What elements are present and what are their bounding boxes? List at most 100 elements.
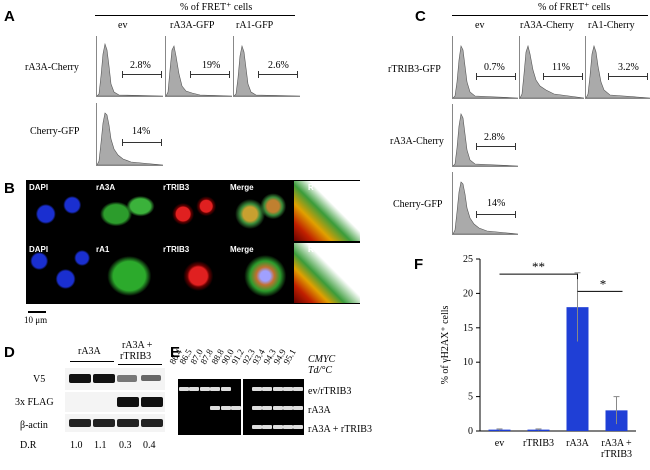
sig-label: * <box>600 276 607 291</box>
panel-c-gate-cherry-gfp <box>476 211 516 218</box>
panel-d-group-ra3a: rA3A <box>78 346 101 357</box>
y-axis-label: % of γH2AX⁺ cells <box>440 305 451 384</box>
panel-a-pct-ra1-gfp: 2.6% <box>268 60 289 71</box>
panel-e-gene: CMYC <box>308 354 336 365</box>
x-tick-label: rA3A <box>566 438 590 449</box>
blot-flag <box>65 392 165 412</box>
panel-a-header-line <box>95 15 295 16</box>
gel-band <box>272 406 283 410</box>
gel-band <box>220 406 231 410</box>
panel-c-col-ra1-cherry: rA1-Cherry <box>588 20 635 31</box>
panel-d-group2-line <box>118 364 162 365</box>
gel-band <box>251 387 262 391</box>
panel-a-header: % of FRET⁺ cells <box>180 2 253 13</box>
panel-e-row-ra3a-rtrib3: rA3A + rTRIB3 <box>308 424 372 435</box>
panel-c-histogram-ra3a-cherry-row <box>452 104 518 167</box>
panel-a-row-cherry-gfp: Cherry-GFP <box>30 126 80 137</box>
panel-c-histogram-cherry-gfp <box>452 172 518 235</box>
y-tick-label: 25 <box>463 254 473 265</box>
panel-d-row-v5: V5 <box>33 374 46 385</box>
y-tick-label: 10 <box>463 357 473 368</box>
sig-label: ** <box>532 259 545 274</box>
bar <box>566 307 589 431</box>
scale-bar <box>28 311 46 313</box>
panel-a-col-ra1-gfp: rA1-GFP <box>236 20 274 31</box>
micro-row2-scatter: R = 0.57 <box>294 243 360 303</box>
panel-d-group-ra3a-rtrib3-line2: rTRIB3 <box>120 351 152 362</box>
panel-c-histogram-ra3a-cherry <box>519 36 584 99</box>
gel-band <box>293 425 304 429</box>
gel-band <box>262 387 273 391</box>
panel-e-row-ra3a: rA3A <box>308 405 331 416</box>
panel-d-dr-label: D.R <box>20 440 37 451</box>
gel-band <box>283 387 293 391</box>
panel-c-histogram-ra1-cherry <box>585 36 650 99</box>
x-tick-label: rTRIB3 <box>601 449 632 460</box>
panel-c-pct-ra3a-cherry: 11% <box>552 62 570 73</box>
gel-band <box>251 425 262 429</box>
micro-row1-rtrib3: rTRIB3 <box>160 181 226 241</box>
panel-label-d: D <box>4 344 15 361</box>
gel-band <box>220 387 231 391</box>
gel-band <box>179 387 189 391</box>
micro-row2-rtrib3: rTRIB3 <box>160 243 226 303</box>
panel-label-c: C <box>415 8 426 25</box>
x-tick-label: rTRIB3 <box>523 438 554 449</box>
panel-c-row-rtrib3-gfp: rTRIB3-GFP <box>388 64 441 75</box>
panel-c-header: % of FRET⁺ cells <box>538 2 611 13</box>
panel-d-group1-line <box>70 361 114 362</box>
panel-e-td: Td/°C <box>308 365 333 376</box>
micro-row1-merge: Merge <box>227 181 293 241</box>
panel-a-gate-cherry-gfp <box>122 139 162 146</box>
gel-band <box>293 406 304 410</box>
panel-a-gate-ev <box>122 71 162 78</box>
panel-c-pct-ra3a-cherry-row: 2.8% <box>484 132 505 143</box>
panel-c-col-ev: ev <box>475 20 485 31</box>
panel-d-group-ra3a-rtrib3-line1: rA3A + <box>122 340 153 351</box>
panel-d-dr-2: 1.1 <box>94 440 107 451</box>
gel-band <box>199 387 210 391</box>
gel-image <box>178 379 304 435</box>
y-tick-label: 15 <box>463 323 473 334</box>
panel-a-pct-ra3a-gfp: 19% <box>202 60 221 71</box>
gel-band <box>210 406 221 410</box>
panel-c-row-cherry-gfp: Cherry-GFP <box>393 199 443 210</box>
panel-c-row-ra3a-cherry: rA3A-Cherry <box>390 136 444 147</box>
bar-chart: 0 5 10 15 20 25 % of γH2AX⁺ cells ev rTRIB3 rA3A r… <box>440 254 636 460</box>
micro-row2-dapi: DAPI <box>26 243 92 303</box>
panel-c-gate-ev <box>476 73 516 80</box>
panel-a-pct-ev: 2.8% <box>130 60 151 71</box>
panel-c-pct-ra1-cherry: 3.2% <box>618 62 639 73</box>
gel-band <box>272 425 283 429</box>
panel-a-histogram-cherry-gfp <box>96 103 163 166</box>
blot-v5 <box>65 368 165 390</box>
micro-row1-ra3a: rA3A <box>93 181 159 241</box>
gel-band <box>189 387 200 391</box>
blot-actin <box>65 414 165 432</box>
panel-c-pct-ev: 0.7% <box>484 62 505 73</box>
panel-c-col-ra3a-cherry: rA3A-Cherry <box>520 20 574 31</box>
panel-d-dr-3: 0.3 <box>119 440 132 451</box>
panel-c-header-line <box>452 15 648 16</box>
gel-band <box>262 406 273 410</box>
panel-a-gate-ra3a-gfp <box>190 71 230 78</box>
gel-band <box>272 387 283 391</box>
gel-band <box>283 406 293 410</box>
micro-row1-scatter: R = 0.83 <box>294 181 360 241</box>
y-tick-label: 5 <box>468 392 473 403</box>
bar <box>527 429 550 431</box>
gel-band <box>283 425 293 429</box>
gel-band <box>293 387 304 391</box>
panel-c-gate-ra3a-cherry-row <box>476 143 516 150</box>
x-tick-label: rA3A + <box>601 438 632 449</box>
micro-row1-dapi: DAPI <box>26 181 92 241</box>
panel-label-e: E <box>170 344 181 361</box>
panel-c-gate-ra3a-cherry <box>543 73 583 80</box>
x-tick-label: ev <box>495 438 504 449</box>
panel-c-pct-cherry-gfp: 14% <box>487 198 506 209</box>
panel-c-gate-ra1-cherry <box>608 73 648 80</box>
y-tick-label: 0 <box>468 426 473 437</box>
panel-a-histogram-ra1-gfp <box>233 36 300 97</box>
panel-a-col-ra3a-gfp: rA3A-GFP <box>170 20 215 31</box>
panel-b-microscopy: DAPI rA3A rTRIB3 Merge R = 0.83 DAPI rA1… <box>26 180 360 304</box>
